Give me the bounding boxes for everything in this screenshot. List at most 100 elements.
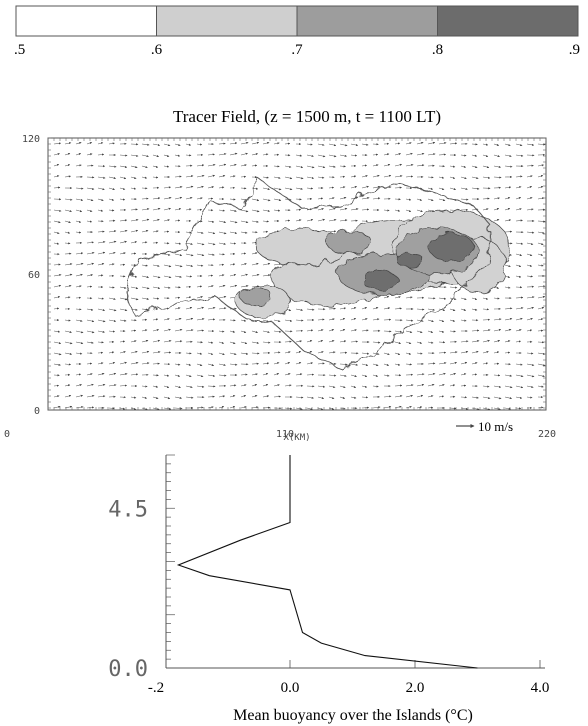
wind-vector bbox=[438, 383, 445, 387]
wind-vector bbox=[317, 362, 325, 365]
wind-vector bbox=[339, 143, 348, 147]
wind-vector bbox=[262, 141, 270, 145]
wind-vector bbox=[504, 385, 513, 389]
wind-vector bbox=[119, 252, 126, 255]
wind-vector bbox=[97, 176, 106, 179]
wind-vector bbox=[53, 242, 60, 245]
wind-vector bbox=[262, 383, 269, 387]
profile-x-tick-label: -.2 bbox=[148, 680, 164, 696]
colorbar-tick-label: .5 bbox=[14, 42, 25, 58]
wind-vector bbox=[174, 175, 182, 178]
wind-vector bbox=[328, 339, 335, 343]
wind-vector bbox=[240, 373, 248, 376]
wind-vector bbox=[229, 175, 236, 178]
wind-vector bbox=[504, 317, 513, 321]
wind-vector bbox=[306, 218, 314, 222]
wind-vector bbox=[163, 407, 172, 410]
wind-vector bbox=[339, 196, 347, 200]
wind-vector bbox=[350, 154, 358, 157]
wind-vector bbox=[350, 307, 357, 310]
wind-vector bbox=[119, 198, 126, 201]
wind-vector bbox=[482, 407, 491, 410]
wind-vector bbox=[537, 242, 544, 246]
wind-vector bbox=[108, 351, 115, 354]
wind-vector bbox=[284, 407, 293, 410]
wind-vector bbox=[504, 351, 511, 354]
wind-vector bbox=[86, 330, 95, 334]
colorbar-tick-label: .6 bbox=[151, 42, 163, 58]
wind-vector bbox=[284, 384, 292, 387]
wind-vector bbox=[196, 352, 203, 355]
wind-vector bbox=[273, 263, 282, 266]
wind-vector bbox=[372, 341, 381, 344]
wind-vector bbox=[405, 405, 412, 409]
wind-vector bbox=[526, 275, 533, 278]
wind-vector bbox=[526, 175, 533, 178]
wind-vector bbox=[405, 175, 414, 178]
wind-vector bbox=[251, 341, 260, 344]
wind-vector bbox=[361, 164, 368, 167]
tracer-shading bbox=[235, 210, 511, 318]
wind-vector bbox=[427, 198, 434, 202]
profile-x-tick-labels: -.2 0.0 2.0 4.0 bbox=[148, 680, 550, 696]
wind-vector bbox=[229, 296, 238, 299]
wind-vector bbox=[273, 198, 282, 202]
wind-vector bbox=[75, 405, 84, 409]
wind-vector bbox=[273, 187, 282, 191]
wind-vector bbox=[174, 253, 183, 257]
wind-vector bbox=[229, 273, 237, 277]
wind-vector bbox=[295, 340, 302, 343]
wind-vector bbox=[53, 295, 61, 299]
wind-vector bbox=[53, 209, 62, 212]
wind-vector bbox=[273, 165, 280, 168]
wind-vector bbox=[152, 407, 160, 410]
wind-vector bbox=[240, 252, 247, 255]
wind-vector bbox=[97, 251, 106, 255]
profile-y-tick-label: 4.5 bbox=[108, 497, 148, 522]
wind-vector bbox=[108, 165, 117, 168]
wind-vector bbox=[75, 330, 84, 334]
wind-vector bbox=[207, 363, 215, 367]
wind-vector bbox=[515, 306, 524, 310]
wind-vector bbox=[284, 351, 291, 354]
wind-vector bbox=[119, 407, 126, 410]
wind-vector bbox=[163, 339, 172, 343]
wind-vector bbox=[515, 143, 523, 147]
wind-vector bbox=[328, 328, 335, 332]
wind-vector bbox=[119, 384, 128, 387]
wind-vector bbox=[427, 141, 436, 145]
wind-vector bbox=[130, 396, 137, 399]
wind-vector bbox=[174, 185, 183, 189]
wind-vector bbox=[86, 285, 93, 288]
wind-vector bbox=[64, 341, 73, 345]
wind-vector bbox=[482, 396, 491, 400]
wind-vector bbox=[471, 165, 478, 169]
wind-vector bbox=[196, 363, 203, 367]
wind-vector bbox=[86, 198, 94, 202]
wind-vector bbox=[174, 396, 182, 400]
wind-vector bbox=[438, 395, 445, 398]
wind-vector bbox=[372, 153, 379, 156]
wind-vector bbox=[53, 307, 60, 310]
wind-vector bbox=[185, 208, 192, 211]
wind-vector bbox=[240, 394, 247, 398]
wind-vector bbox=[537, 231, 545, 234]
wind-vector bbox=[526, 242, 534, 246]
wind-vector bbox=[284, 176, 293, 180]
wind-vector bbox=[262, 198, 271, 202]
wind-vector bbox=[339, 219, 348, 222]
wind-vector bbox=[196, 285, 203, 288]
wind-vector bbox=[53, 273, 62, 277]
wind-vector bbox=[97, 262, 105, 266]
wind-vector bbox=[317, 351, 324, 354]
wind-vector bbox=[427, 330, 434, 333]
wind-vector bbox=[394, 152, 401, 156]
wind-vector bbox=[295, 361, 302, 365]
wind-vector bbox=[64, 175, 71, 178]
wind-vector bbox=[97, 308, 106, 312]
wind-vector bbox=[207, 197, 214, 200]
wind-vector bbox=[152, 264, 160, 267]
wind-vector bbox=[218, 253, 225, 256]
wind-vector bbox=[163, 328, 171, 332]
